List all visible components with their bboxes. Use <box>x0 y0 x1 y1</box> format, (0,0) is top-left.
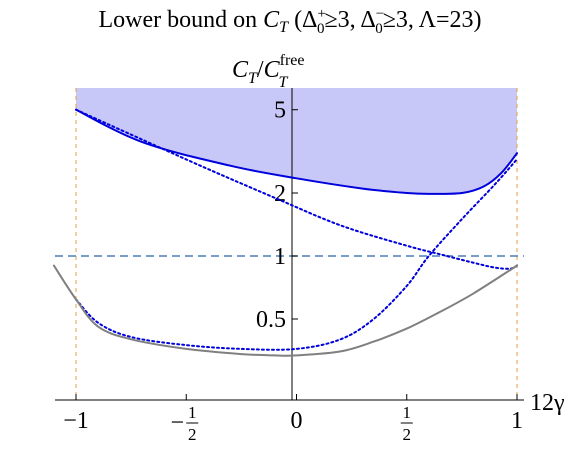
x-tick-label: −1 <box>63 408 89 434</box>
title-d2-sup: − <box>376 6 384 22</box>
shaded-region <box>76 88 517 194</box>
x-tick-denominator: 2 <box>188 425 197 444</box>
x-tick-numerator: 1 <box>188 403 197 422</box>
x-tick-label: 12 <box>400 403 413 444</box>
title-ct: C <box>263 7 280 33</box>
ylabel-slash: / <box>257 57 264 83</box>
title-d1-sup: + <box>318 6 326 22</box>
y-tick-label: 1 <box>274 244 286 270</box>
y-tick-label: 0.5 <box>256 307 286 333</box>
x-tick-label: −1 2 <box>170 403 199 444</box>
ylabel-s1: T <box>248 70 258 87</box>
series-lower-bound-solid <box>75 108 518 195</box>
title-ct-sub: T <box>279 19 289 36</box>
y-axis-label: CT/Cfree T <box>232 52 304 91</box>
title-d2-sub: 0 <box>375 21 383 37</box>
chart-title: Lower bound on CT (Δ+ 0≥3, Δ− 0≥3, Λ=23) <box>99 6 482 37</box>
y-tick-label: 2 <box>274 181 286 207</box>
x-axis-label: 12γ <box>530 390 565 416</box>
y-tick-label: 5 <box>274 98 286 124</box>
series-gray-line <box>52 264 518 357</box>
ylabel-sup: free <box>280 52 305 69</box>
x-tick-label: 0 <box>291 408 303 434</box>
ylabel-c2: C <box>264 57 281 83</box>
ylabel-s2: T <box>278 74 288 91</box>
x-tick-sign: − <box>170 410 184 436</box>
title-d1-sub: 0 <box>317 21 325 37</box>
series-dotted-decreasing <box>75 108 518 270</box>
title-suffix: ≥3, Λ=23) <box>383 7 482 33</box>
title-prefix: Lower bound on <box>99 7 264 33</box>
ylabel-c1: C <box>232 57 249 83</box>
series-dotted-increasing <box>75 158 518 351</box>
title-open: (Δ <box>288 7 317 33</box>
title-mid: ≥3, Δ <box>324 7 375 33</box>
x-tick-label: 1 <box>511 408 523 434</box>
x-tick-numerator: 1 <box>403 403 412 422</box>
x-tick-denominator: 2 <box>403 425 412 444</box>
